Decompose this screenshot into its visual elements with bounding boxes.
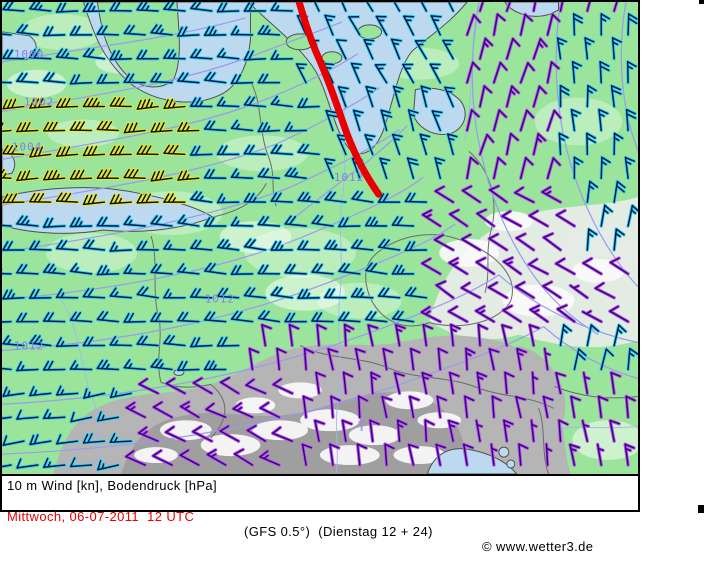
caption-line2: Mittwoch, 06-07-2011 12 UTC (GFS 0.5°) (… (2, 494, 638, 510)
isobar-label: 1012 (205, 293, 235, 306)
valid-datetime: Mittwoch, 06-07-2011 12 UTC (7, 509, 194, 524)
pressure-marker: T (358, 420, 366, 435)
screen-artifact-bottom-right (698, 505, 704, 513)
copyright: © www.wetter3.de (482, 539, 593, 554)
map-title: 10 m Wind [kn], Bodendruck [hPa] (7, 478, 217, 493)
isobar-label: 1002 (24, 96, 54, 109)
isobar-label: 1012 (334, 171, 364, 184)
isobar-label: 1004 (12, 140, 42, 153)
copyright-icon: © (482, 539, 492, 554)
isobar-label: 1000 (14, 48, 44, 61)
model-run-info: (GFS 0.5°) (Dienstag 12 + 24) (244, 524, 433, 539)
copyright-url: www.wetter3.de (496, 539, 593, 554)
caption-box: 10 m Wind [kn], Bodendruck [hPa] Mittwoc… (0, 474, 640, 512)
weather-map: 1000 1002 1004 1012 1012 1012 T (0, 0, 640, 476)
map-svg: 1000 1002 1004 1012 1012 1012 T (2, 2, 638, 474)
isobar-label: 1012 (14, 340, 44, 353)
screen-artifact-top-right (699, 0, 704, 4)
